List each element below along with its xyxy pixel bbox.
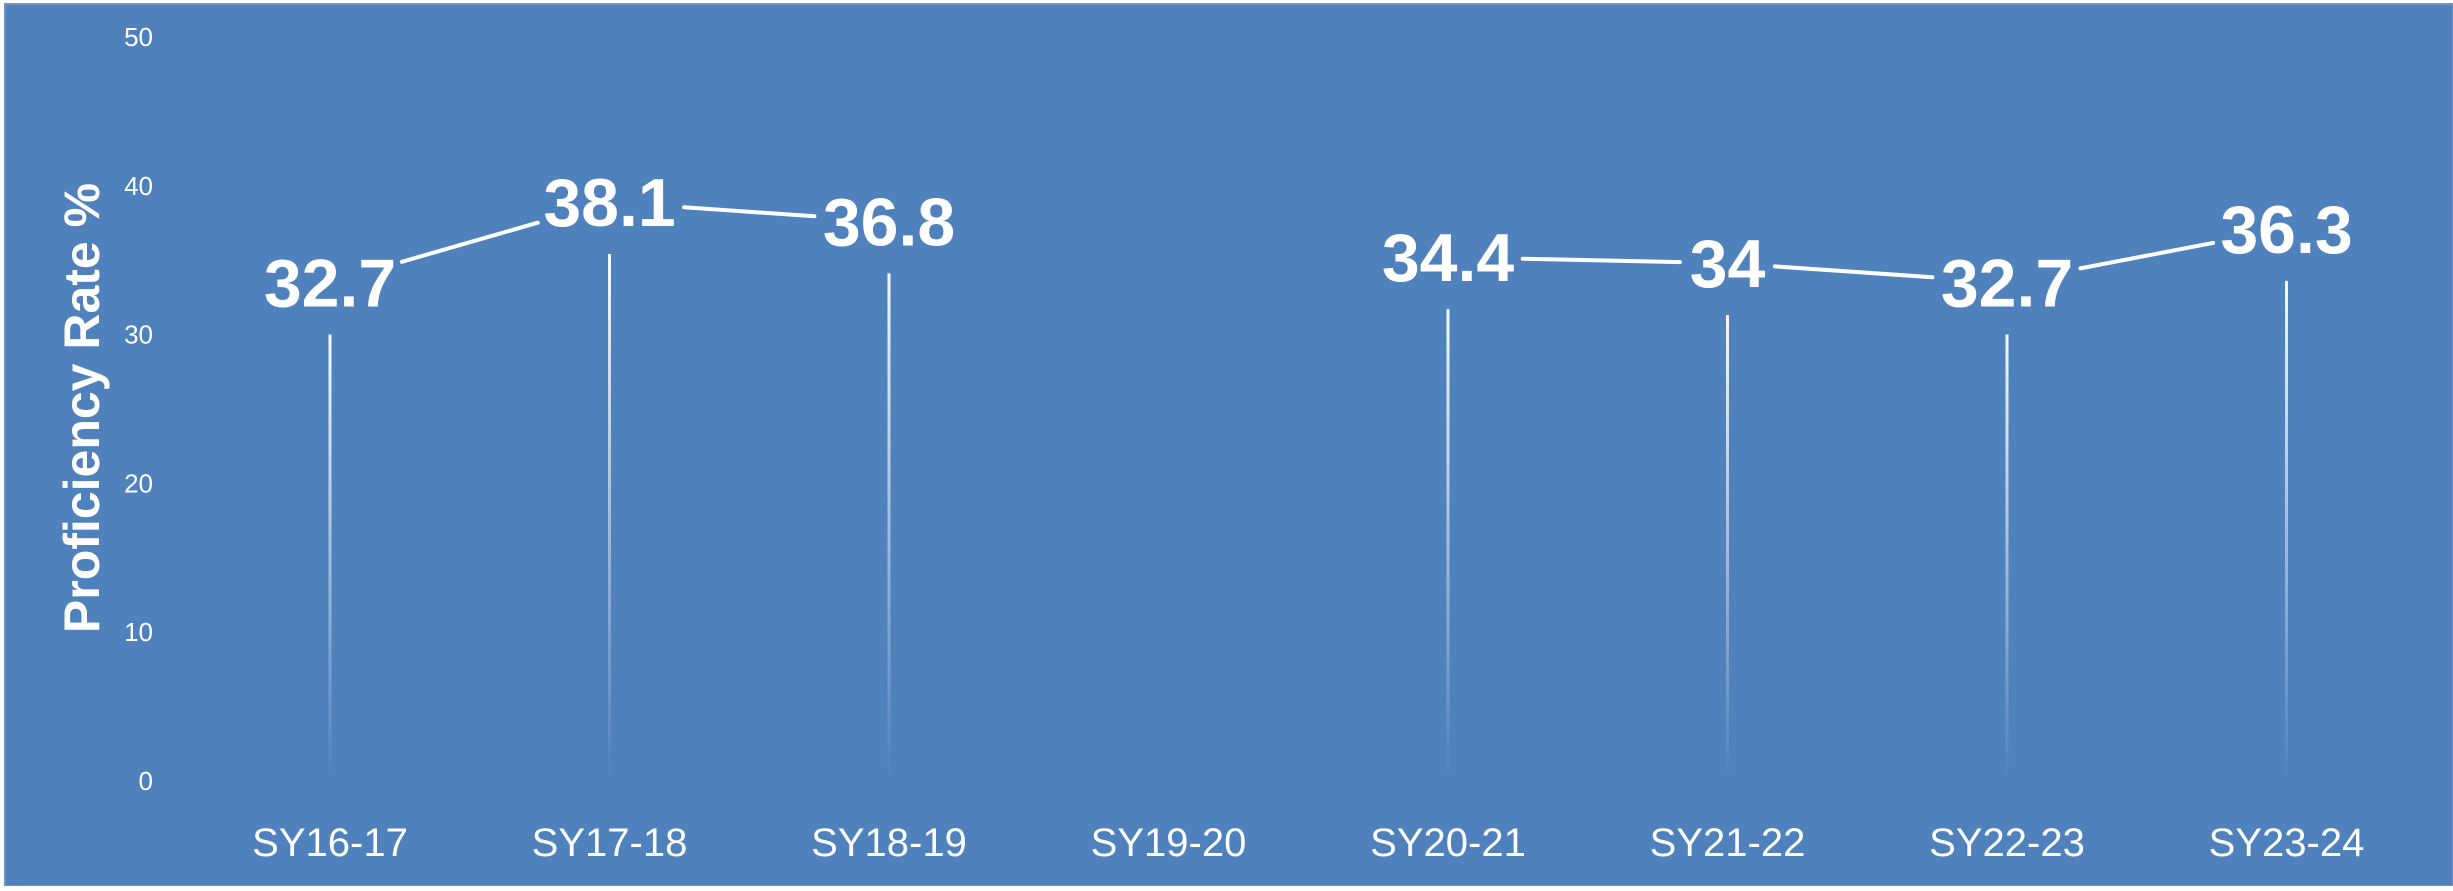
x-tick-label: SY16-17 bbox=[252, 821, 408, 865]
line-segment bbox=[2078, 240, 2216, 271]
y-tick-label: 50 bbox=[124, 22, 153, 52]
data-label: 38.1 bbox=[543, 165, 675, 241]
drop-line bbox=[1446, 309, 1450, 781]
drop-line bbox=[887, 273, 891, 781]
line-segment bbox=[1772, 264, 1935, 280]
drop-lines bbox=[328, 254, 2288, 781]
line-segment bbox=[682, 205, 817, 219]
line-segment bbox=[1520, 256, 1683, 265]
y-axis-title: Proficiency Rate % bbox=[54, 183, 110, 633]
drop-line bbox=[2005, 334, 2009, 781]
y-tick-label: 10 bbox=[124, 617, 153, 647]
drop-line bbox=[328, 334, 332, 781]
series-line bbox=[399, 205, 2216, 280]
x-tick-label: SY17-18 bbox=[532, 821, 688, 865]
x-tick-label: SY18-19 bbox=[811, 821, 967, 865]
y-axis: 0 10 20 30 40 50 bbox=[124, 22, 153, 796]
x-tick-label: SY22-23 bbox=[1929, 821, 2085, 865]
x-tick-label: SY20-21 bbox=[1370, 821, 1526, 865]
y-tick-label: 0 bbox=[139, 766, 153, 796]
data-label: 32.7 bbox=[1941, 245, 2073, 321]
data-label: 36.3 bbox=[2220, 192, 2352, 268]
x-axis: SY16-17 SY17-18 SY18-19 SY19-20 SY20-21 SY21-… bbox=[252, 821, 2364, 865]
chart-background bbox=[4, 3, 2453, 887]
drop-line bbox=[608, 254, 611, 781]
x-tick-label: SY19-20 bbox=[1091, 821, 1247, 865]
drop-line bbox=[1726, 315, 1729, 781]
data-label: 36.8 bbox=[823, 184, 955, 260]
data-label: 34.4 bbox=[1382, 220, 1515, 296]
y-tick-label: 30 bbox=[124, 320, 153, 350]
x-tick-label: SY21-22 bbox=[1650, 821, 1806, 865]
y-tick-label: 40 bbox=[124, 171, 153, 201]
line-segment bbox=[399, 220, 540, 264]
drop-line bbox=[2285, 280, 2288, 781]
data-labels: 32.7 38.1 36.8 34.4 34 32.7 36.3 bbox=[264, 165, 2353, 321]
data-label: 34 bbox=[1690, 226, 1766, 302]
y-tick-label: 20 bbox=[124, 468, 153, 498]
data-label: 32.7 bbox=[264, 245, 396, 321]
x-tick-label: SY23-24 bbox=[2209, 821, 2365, 865]
